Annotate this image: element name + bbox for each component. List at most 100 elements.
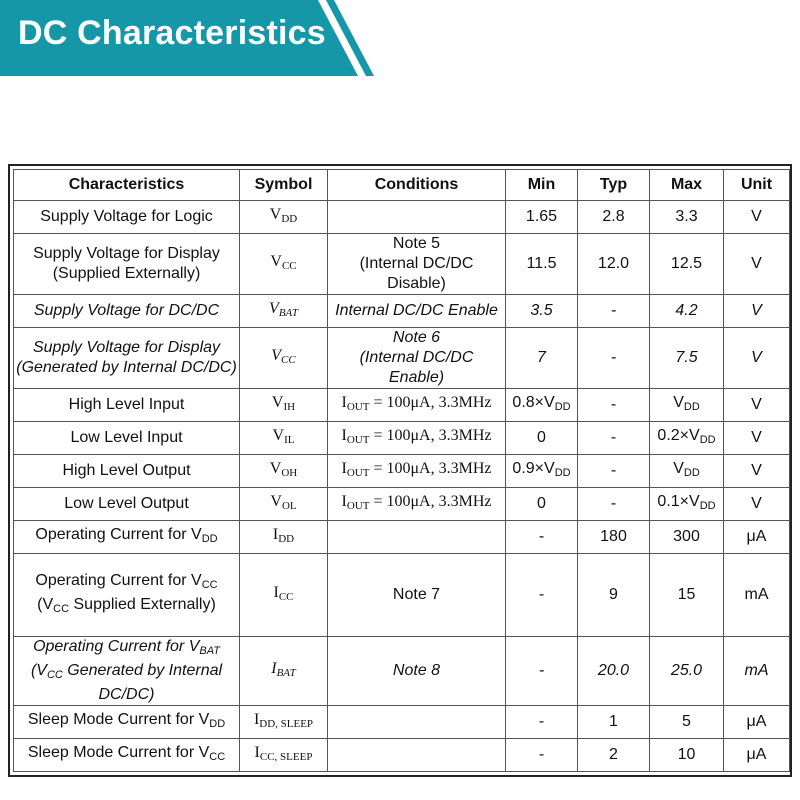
cell-typ-value: 12.0 xyxy=(597,255,630,272)
cell-max-value: 300 xyxy=(673,528,700,545)
cell-conditions xyxy=(327,520,506,554)
symbol-subscript: OH xyxy=(281,467,298,479)
symbol-main: I xyxy=(254,744,260,761)
symbol-subscript: DD, SLEEP xyxy=(259,718,314,730)
column-header: Max xyxy=(649,169,724,201)
characteristic-line-subscript: CC xyxy=(201,579,218,591)
cell-min: 1.65 xyxy=(505,200,578,234)
cell-min-value: - xyxy=(538,586,545,603)
unit-value: V xyxy=(751,349,762,366)
cell-max: 10 xyxy=(649,738,724,772)
condition-line: (Internal DC/DC Enable) xyxy=(359,349,474,386)
cell-max: 300 xyxy=(649,520,724,554)
symbol-main: I xyxy=(272,526,279,543)
table-body: Supply Voltage for Logic VDD 1.65 2.8 3.3 V Su… xyxy=(13,200,790,772)
cell-characteristic: Supply Voltage for Logic xyxy=(13,200,240,234)
cell-symbol: VIL xyxy=(239,421,328,455)
condition-line: Note 5 xyxy=(392,235,441,252)
characteristic-line-subscript: BAT xyxy=(199,645,220,657)
table-row: High Level Output VOH IOUT = 100μA, 3.3MHz… xyxy=(13,454,790,488)
cell-conditions: IOUT = 100μA, 3.3MHz xyxy=(327,454,506,488)
condition-subscript: OUT xyxy=(346,434,370,446)
condition: IOUT = 100μA, 3.3MHz xyxy=(342,427,492,446)
table-row: Operating Current for VBAT (VCC Generated… xyxy=(13,636,790,706)
cell-min-value: 11.5 xyxy=(526,255,557,272)
cell-unit: V xyxy=(723,294,790,328)
cell-typ: 9 xyxy=(577,553,650,637)
banner-shape xyxy=(0,0,374,76)
cell-unit: V xyxy=(723,200,790,234)
cell-symbol: VOL xyxy=(239,487,328,521)
cell-conditions xyxy=(327,200,506,234)
symbol-subscript: DD xyxy=(281,213,298,225)
characteristic-line-text: Operating Current for V xyxy=(33,638,200,655)
cell-typ: 2.8 xyxy=(577,200,650,234)
page-title: DC Characteristics xyxy=(18,14,326,52)
cell-conditions: Note 6 (Internal DC/DC Enable) xyxy=(327,327,506,389)
cell-typ: 2 xyxy=(577,738,650,772)
cell-typ: - xyxy=(577,327,650,389)
condition-text: I xyxy=(341,394,347,411)
condition-line: Note 7 xyxy=(392,586,441,603)
characteristic-line-subscript: DD xyxy=(209,718,226,730)
cell-min-value: - xyxy=(538,528,545,545)
unit-value: mA xyxy=(744,662,769,679)
symbol-subscript: BAT xyxy=(276,667,296,679)
cell-typ-value: - xyxy=(610,349,617,366)
cell-symbol: IDD xyxy=(239,520,328,554)
characteristic-line-text: (V xyxy=(37,596,54,613)
unit-value: V xyxy=(751,429,762,446)
symbol-main: V xyxy=(272,427,285,444)
cell-typ-value: - xyxy=(610,302,617,319)
cell-unit: μA xyxy=(723,738,790,772)
column-header: Typ xyxy=(577,169,650,201)
cell-conditions: IOUT = 100μA, 3.3MHz xyxy=(327,388,506,422)
cell-typ-value: - xyxy=(610,495,617,512)
characteristic-line-subscript: DD xyxy=(201,533,218,545)
cell-min: - xyxy=(505,553,578,637)
cell-conditions xyxy=(327,705,506,739)
condition-line: Note 6 xyxy=(392,329,441,346)
condition-text-after: = 100μA, 3.3MHz xyxy=(369,460,492,477)
table-row: Low Level Output VOL IOUT = 100μA, 3.3MHz 0… xyxy=(13,487,790,521)
table-row: High Level Input VIH IOUT = 100μA, 3.3MHz 0… xyxy=(13,388,790,422)
cell-max: VDD xyxy=(649,388,724,422)
symbol-subscript: IL xyxy=(284,434,295,446)
header-banner: DC Characteristics xyxy=(0,0,800,76)
unit-value: mA xyxy=(744,586,769,603)
cell-unit: mA xyxy=(723,553,790,637)
symbol-main: V xyxy=(270,493,282,510)
column-header: Symbol xyxy=(239,169,328,201)
cell-characteristic: Operating Current for VBAT (VCC Generated… xyxy=(13,636,240,706)
characteristic-line-text-after: Generated by Internal DC/DC) xyxy=(62,662,223,703)
cell-min: - xyxy=(505,705,578,739)
cell-min-value-text: 0.8×V xyxy=(512,394,555,411)
cell-max-value: 3.3 xyxy=(675,208,698,225)
characteristic-line: Sleep Mode Current for VDD xyxy=(16,710,237,734)
cell-typ-value: 2 xyxy=(609,746,618,763)
characteristic-line-subscript: CC xyxy=(53,603,70,615)
cell-min: 0 xyxy=(505,421,578,455)
table-row: Low Level Input VIL IOUT = 100μA, 3.3MHz 0-… xyxy=(13,421,790,455)
symbol-subscript: CC, SLEEP xyxy=(259,751,313,763)
cell-min-value-text: 0.9×V xyxy=(512,460,555,477)
cell-typ-value: 180 xyxy=(600,528,627,545)
table-row: Supply Voltage for Logic VDD 1.65 2.8 3.3 V xyxy=(13,200,790,234)
column-header: Unit xyxy=(723,169,790,201)
cell-max-value-subscript: DD xyxy=(683,467,700,479)
characteristic-line: Low Level Input xyxy=(70,429,183,446)
cell-max: 4.2 xyxy=(649,294,724,328)
symbol-main: I xyxy=(271,660,277,677)
cell-conditions: Note 7 xyxy=(327,553,506,637)
cell-symbol: VBAT xyxy=(239,294,328,328)
condition-subscript: OUT xyxy=(346,401,370,413)
cell-characteristic: High Level Output xyxy=(13,454,240,488)
characteristic-line-subscript: CC xyxy=(209,751,226,763)
cell-max-value: 12.5 xyxy=(670,255,703,272)
characteristic-line: (VCC Supplied Externally) xyxy=(16,595,237,619)
unit-value: V xyxy=(751,255,762,272)
characteristic-line: High Level Output xyxy=(62,462,191,479)
cell-max-value-subscript: DD xyxy=(699,500,716,512)
cell-characteristic: Low Level Input xyxy=(13,421,240,455)
cell-min-value-subscript: DD xyxy=(554,401,571,413)
